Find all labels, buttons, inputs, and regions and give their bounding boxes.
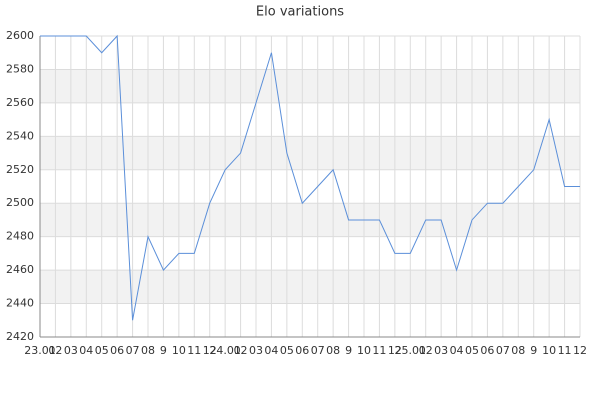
chart-title: Elo variations (256, 5, 344, 20)
x-tick-label: 03 (64, 344, 78, 357)
x-tick-label: 06 (295, 344, 309, 357)
x-tick-label: 06 (110, 344, 124, 357)
grid-band (40, 136, 580, 170)
x-tick-label: 08 (326, 344, 340, 357)
x-tick-label: 11 (558, 344, 572, 357)
x-tick-label: 02 (234, 344, 248, 357)
x-tick-label: 12 (573, 344, 587, 357)
x-tick-label: 04 (264, 344, 278, 357)
x-tick-label: 08 (511, 344, 525, 357)
x-tick-label: 04 (450, 344, 464, 357)
x-tick-label: 9 (345, 344, 352, 357)
x-tick-label: 25.01 (395, 344, 427, 357)
y-tick-label: 2480 (6, 230, 34, 243)
x-tick-label: 10 (542, 344, 556, 357)
x-tick-label: 05 (280, 344, 294, 357)
x-tick-label: 10 (357, 344, 371, 357)
series-line (40, 34, 580, 321)
x-tick-label: 08 (141, 344, 155, 357)
x-tick-label: 06 (480, 344, 494, 357)
x-tick-label: 12 (203, 344, 217, 357)
y-tick-label: 2460 (6, 263, 34, 276)
grid-band (40, 203, 580, 237)
x-tick-label: 07 (126, 344, 140, 357)
x-tick-label: 02 (48, 344, 62, 357)
x-tick-label: 07 (496, 344, 510, 357)
y-tick-label: 2520 (6, 163, 34, 176)
x-tick-label: 05 (465, 344, 479, 357)
y-tick-label: 2600 (6, 29, 34, 42)
y-tick-label: 2500 (6, 196, 34, 209)
x-tick-label: 11 (372, 344, 386, 357)
y-tick-label: 2560 (6, 96, 34, 109)
x-tick-label: 05 (95, 344, 109, 357)
y-tick-label: 2440 (6, 297, 34, 310)
x-tick-label: 03 (249, 344, 263, 357)
x-tick-label: 03 (434, 344, 448, 357)
y-tick-label: 2580 (6, 62, 34, 75)
x-tick-label: 23.01 (24, 344, 56, 357)
x-tick-label: 9 (530, 344, 537, 357)
grid-band (40, 69, 580, 103)
y-tick-label: 2540 (6, 129, 34, 142)
x-tick-label: 07 (311, 344, 325, 357)
x-tick-label: 04 (79, 344, 93, 357)
x-tick-label: 10 (172, 344, 186, 357)
y-tick-label: 2420 (6, 330, 34, 343)
x-tick-label: 24.01 (209, 344, 241, 357)
x-tick-label: 12 (388, 344, 402, 357)
x-tick-label: 02 (419, 344, 433, 357)
x-tick-label: 9 (160, 344, 167, 357)
x-tick-label: 11 (187, 344, 201, 357)
grid-band (40, 270, 580, 304)
